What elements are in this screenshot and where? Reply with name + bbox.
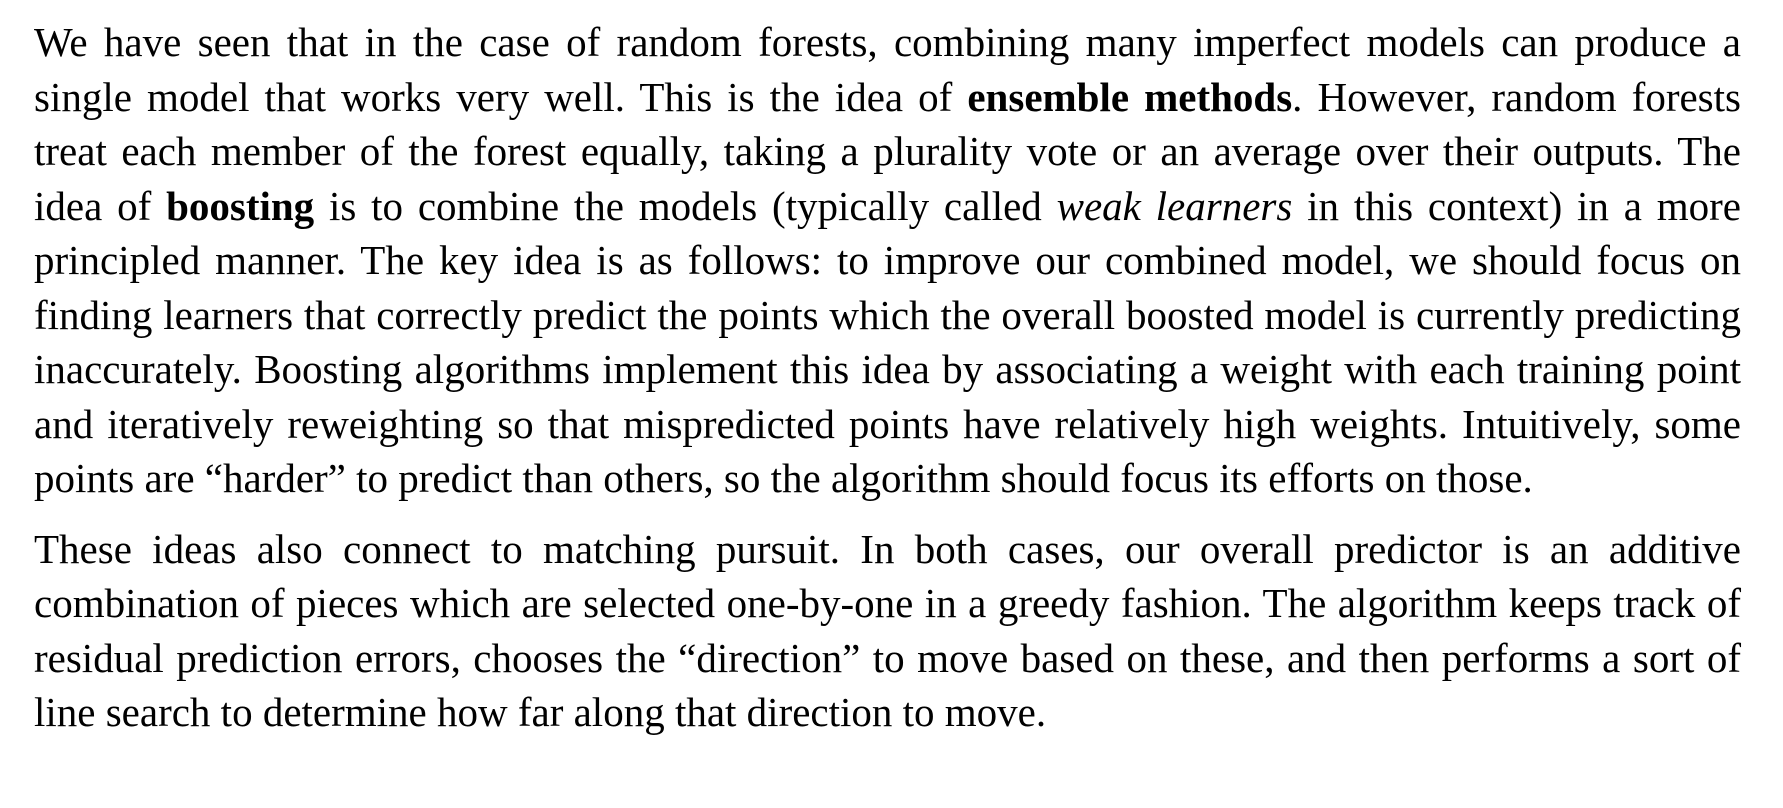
paragraph-ensemble-boosting: We have seen that in the case of random … xyxy=(34,15,1741,506)
term-boosting: boosting xyxy=(166,182,315,229)
paragraph-matching-pursuit: These ideas also connect to matching pur… xyxy=(34,522,1741,740)
text-run: in this context) in a more principled ma… xyxy=(34,182,1741,502)
term-ensemble-methods: ensemble methods xyxy=(967,73,1293,120)
text-run: We have seen that in the case of random … xyxy=(34,19,1741,120)
text-run: These ideas also connect to matching pur… xyxy=(34,525,1741,736)
text-run: is to combine the models (typically call… xyxy=(314,182,1057,229)
term-weak-learners: weak learners xyxy=(1056,182,1293,229)
text-run: . However, random forests treat each mem… xyxy=(34,73,1741,229)
